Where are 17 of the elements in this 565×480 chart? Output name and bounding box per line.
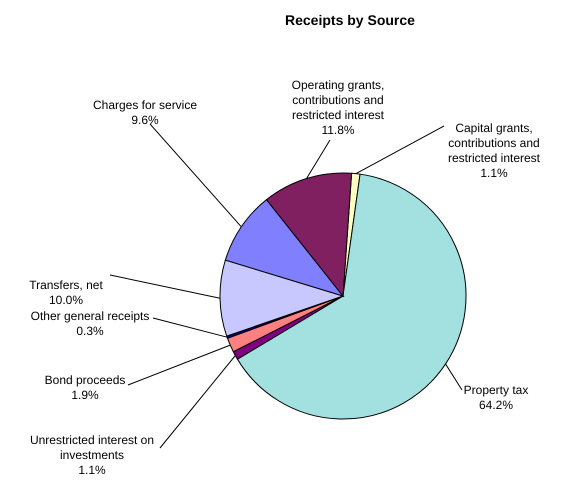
data-label: 0.3% (76, 324, 104, 338)
slice-label: Operating grants, contributions and restricted interest (292, 78, 385, 122)
data-label: 11.8% (321, 123, 355, 137)
data-label: 1.9% (71, 388, 99, 402)
chart-title: Receipts by Source (285, 12, 416, 28)
data-label: 9.6% (131, 113, 159, 127)
slice-label: Other general receipts (30, 309, 150, 323)
slice-label: Charges for service (92, 98, 198, 112)
slice-label: Unrestricted interest on investments (30, 433, 154, 462)
slice-label: Property tax (464, 383, 528, 397)
data-label: 10.0% (48, 293, 84, 307)
data-label: 1.1% (480, 166, 508, 180)
data-label: 1.1% (78, 463, 106, 477)
slice-label: Bond proceeds (44, 373, 126, 387)
slice-label: Transfers, net (29, 278, 104, 292)
slice-label: Capital grants, contributions and restricted interest (448, 121, 541, 165)
data-label: 64.2% (478, 398, 514, 412)
